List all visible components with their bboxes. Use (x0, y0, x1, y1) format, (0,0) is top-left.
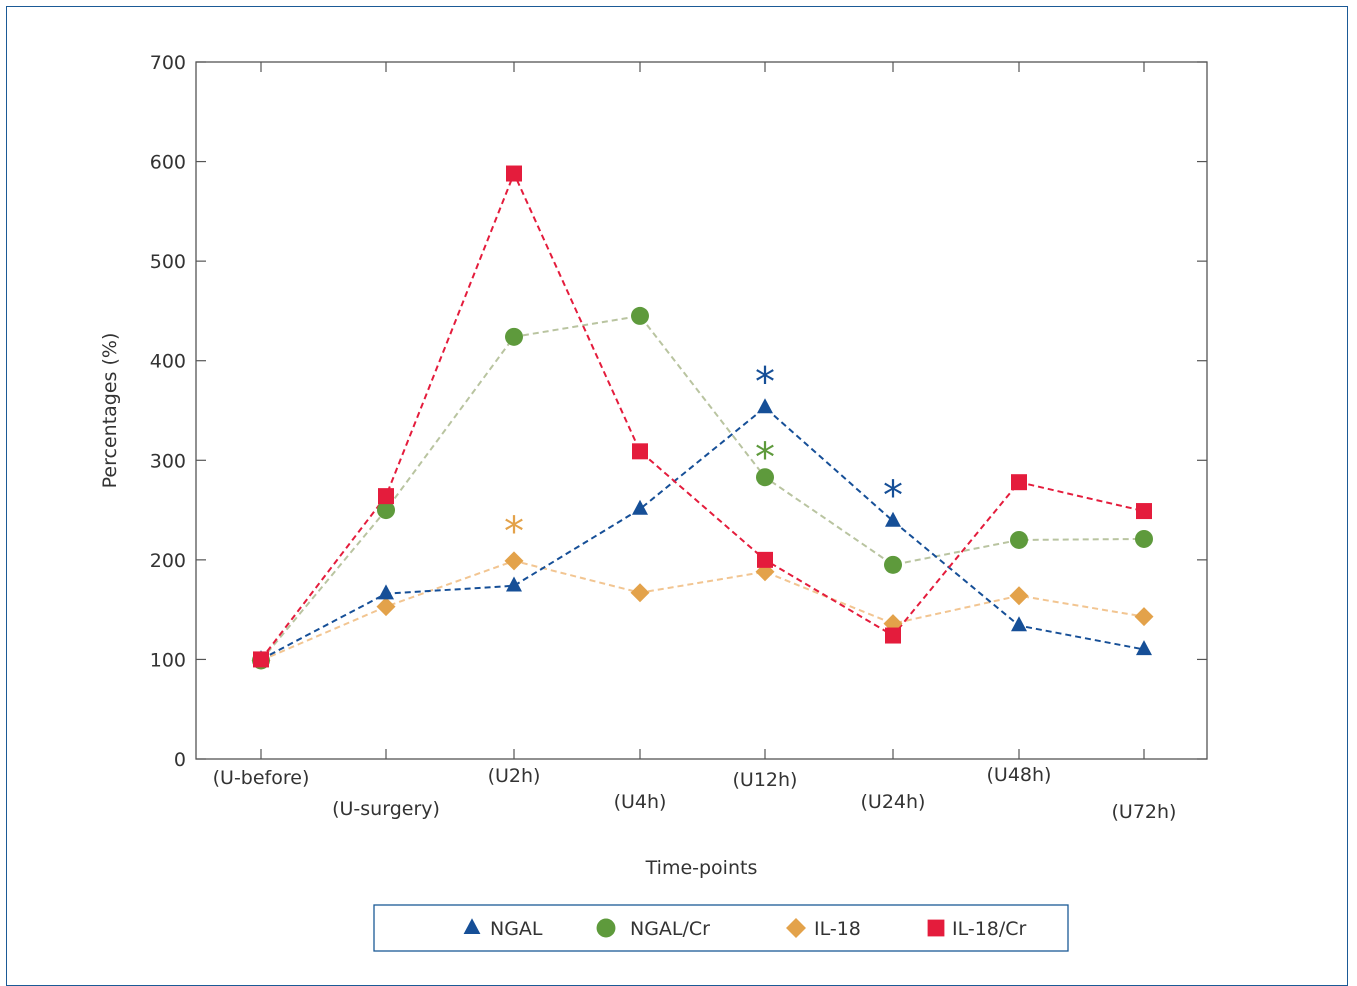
legend-marker-ngal (463, 918, 481, 934)
x-tick-label: (U2h) (488, 765, 541, 787)
data-point-il-18-cr (885, 627, 901, 644)
data-point-ngal-cr (1135, 529, 1153, 548)
x-tick-label: (U12h) (733, 769, 798, 791)
data-point-il-18-cr (632, 443, 648, 460)
series-line-il-18-cr (260, 170, 1145, 661)
series-line-il-18 (260, 559, 1145, 662)
x-tick-label: (U-surgery) (332, 798, 440, 820)
data-point-ngal (632, 499, 648, 515)
data-point-ngal (1011, 616, 1027, 632)
y-tick-label: 600 (150, 152, 186, 174)
data-point-il-18-cr (757, 551, 773, 568)
data-point-il-18 (630, 583, 650, 603)
legend-marker-il-18-cr (927, 919, 945, 937)
x-tick-label: (U-before) (213, 767, 310, 789)
series-markers (251, 165, 1154, 670)
legend-label-ngal-cr: NGAL/Cr (630, 918, 710, 940)
x-tick-label: (U24h) (861, 791, 926, 813)
data-point-ngal (378, 584, 394, 600)
x-tick-label: (U72h) (1112, 801, 1177, 823)
data-point-ngal (885, 511, 901, 527)
y-tick-label: 0 (174, 749, 186, 771)
data-point-ngal-cr (1010, 530, 1028, 549)
legend-box (373, 904, 1069, 952)
significance-asterisk: * (755, 360, 775, 406)
significance-asterisk: * (504, 509, 524, 555)
data-point-il-18-cr (253, 651, 269, 668)
series-line-ngal (260, 406, 1145, 661)
legend: NGAL NGAL/Cr IL-18 IL-18/Cr (373, 904, 1069, 952)
plot-area-border (195, 61, 1208, 760)
data-point-ngal-cr (884, 555, 902, 574)
series-lines (260, 170, 1145, 662)
data-point-il-18 (1134, 607, 1154, 627)
data-point-ngal (757, 398, 773, 414)
data-point-il-18-cr (378, 488, 394, 505)
legend-marker-ngal-cr (596, 918, 616, 938)
data-point-il-18 (504, 551, 524, 571)
y-tick-label: 700 (150, 52, 186, 74)
x-tick-label: (U4h) (614, 791, 667, 813)
data-point-il-18 (376, 597, 396, 617)
data-point-ngal (1136, 640, 1152, 656)
annotations: * * * * (504, 360, 903, 555)
series-line-ngal-cr (260, 314, 1145, 662)
y-axis-label: Percentages (%) (99, 333, 121, 489)
data-point-il-18-cr (1136, 503, 1152, 520)
legend-label-il-18-cr: IL-18/Cr (952, 918, 1027, 940)
axes: 0 100 200 300 400 500 600 700 (U-before) (U-surge… (150, 52, 1208, 823)
data-point-ngal-cr (377, 501, 395, 520)
data-point-ngal-cr (505, 327, 523, 346)
data-point-ngal (506, 576, 522, 592)
significance-asterisk: * (755, 435, 775, 481)
x-tick-label: (U48h) (987, 764, 1052, 786)
data-point-il-18-cr (1011, 474, 1027, 491)
y-tick-label: 100 (150, 649, 186, 671)
y-tick-label: 300 (150, 450, 186, 472)
significance-asterisk: * (883, 473, 903, 519)
y-tick-label: 200 (150, 550, 186, 572)
y-tick-label: 400 (150, 351, 186, 373)
data-point-il-18 (1009, 586, 1029, 606)
x-axis-label: Time-points (645, 857, 758, 879)
data-point-il-18-cr (506, 165, 522, 182)
legend-label-ngal: NGAL (490, 918, 543, 940)
legend-label-il-18: IL-18 (814, 918, 861, 940)
y-tick-label: 500 (150, 251, 186, 273)
data-point-ngal-cr (631, 306, 649, 325)
legend-marker-il-18 (786, 918, 806, 938)
data-point-ngal-cr (756, 468, 774, 487)
